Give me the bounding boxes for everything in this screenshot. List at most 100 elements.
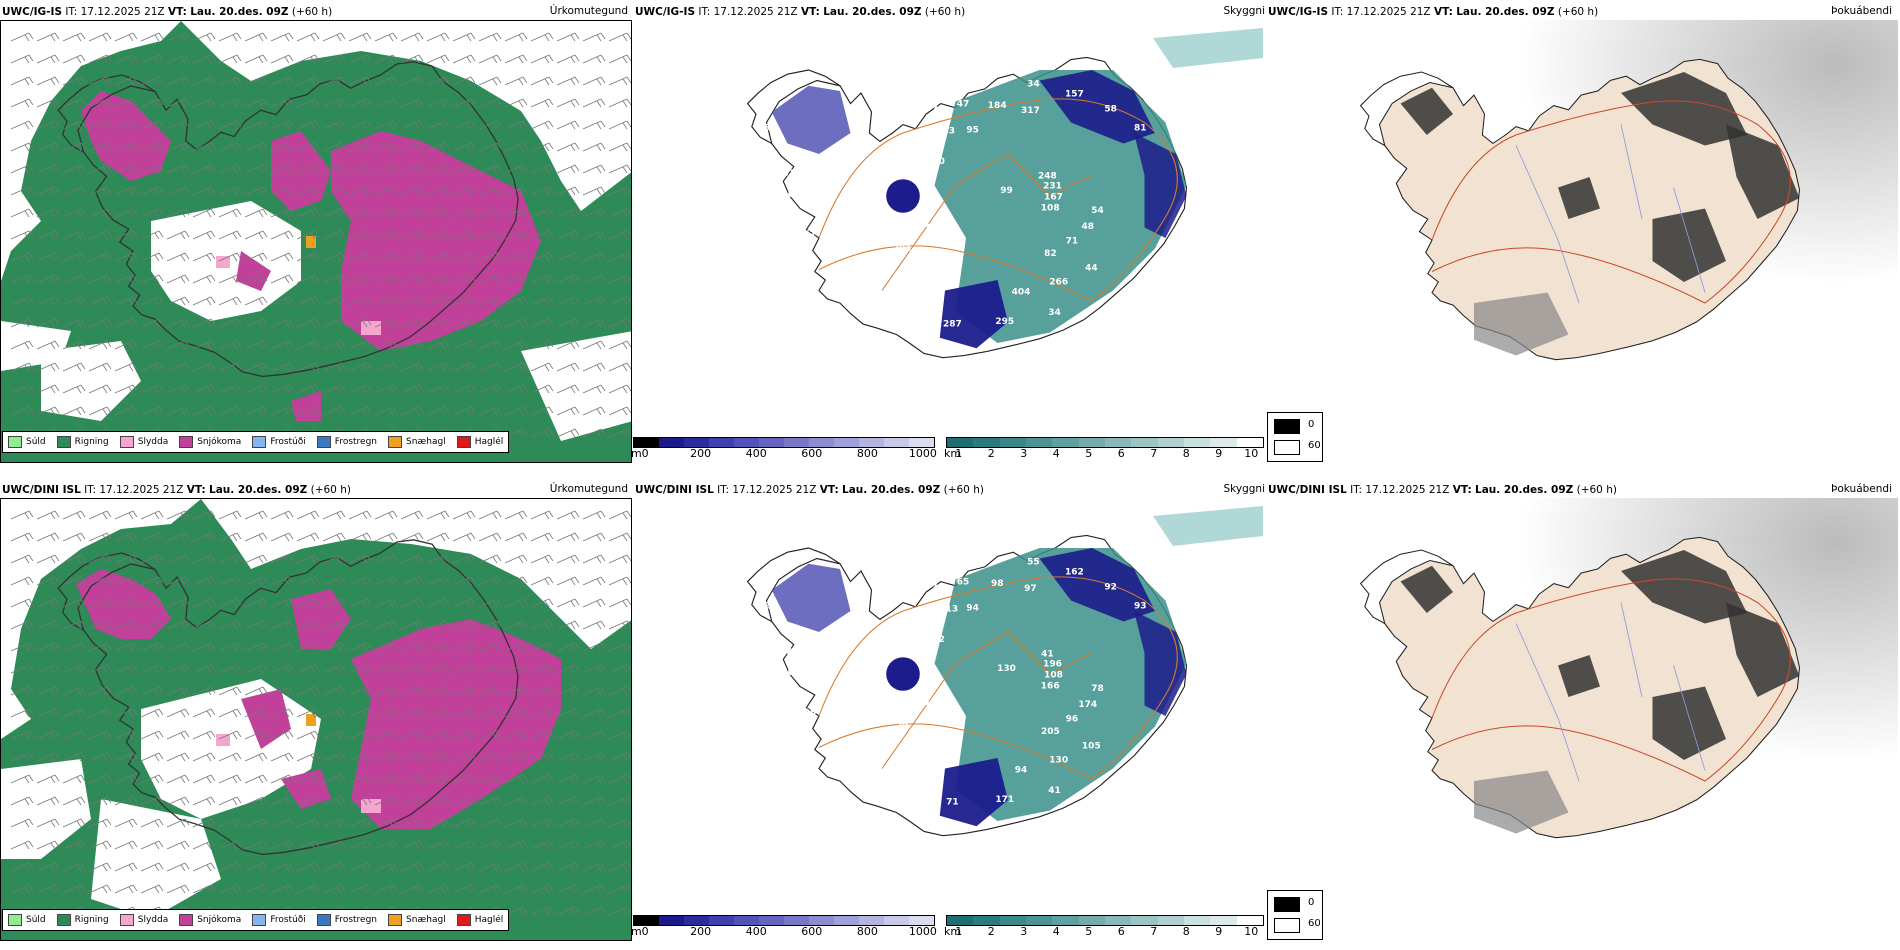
colorbar-tick: 200: [690, 447, 712, 460]
visibility-value: 287: [943, 319, 962, 329]
clear-area: [1, 759, 91, 859]
legend-swatch: [388, 436, 403, 448]
visibility-value: 87: [894, 316, 907, 326]
low-cloud-area: [1039, 70, 1155, 144]
colorbar-segment: [947, 916, 974, 925]
legend-item: Slydda: [119, 914, 169, 926]
precip-panel-row1: UWC/IG-IS IT: 17.12.2025 21Z VT: Lau. 20…: [0, 0, 632, 463]
precip-map: [0, 20, 632, 463]
fog-map-svg: [1266, 20, 1898, 460]
panel-header: UWC/DINI ISL IT: 17.12.2025 21Z VT: Lau.…: [1268, 484, 1617, 496]
low-cloud-area: [771, 85, 851, 154]
precip-map-svg: [1, 499, 631, 940]
visibility-value: 94: [966, 603, 979, 613]
colorbar-tick: 9: [1215, 925, 1223, 938]
fog-index-area: [1652, 208, 1726, 282]
visibility-value: 58: [1104, 105, 1117, 115]
visibility-value: 51: [944, 225, 957, 235]
colorbar-tick: 400: [745, 925, 767, 938]
visibility-value: 44: [734, 175, 747, 185]
legend-item: Haglél: [456, 436, 503, 448]
visibility-value: 174: [1078, 700, 1097, 710]
visibility-value: 98: [991, 579, 1004, 589]
panel-title: Þokuábendi: [1831, 5, 1892, 17]
fog-legend-label: 0: [1308, 897, 1315, 908]
fog-index-area: [1621, 550, 1747, 624]
visibility-value: 92: [1104, 583, 1117, 593]
colorbar-segment: [659, 438, 684, 447]
colorbar-tick: 5: [1085, 925, 1093, 938]
visibility-value: 125: [897, 215, 916, 225]
visibility-value: 148: [1188, 126, 1207, 136]
snow-area: [291, 589, 351, 649]
fog-map-svg: [1266, 498, 1898, 938]
colorbar-tick: 6: [1117, 447, 1125, 460]
legend-swatch: [56, 914, 71, 926]
colorbar-segment: [659, 916, 684, 925]
colorbar-segment: [759, 438, 784, 447]
colorbar-unit: km: [944, 447, 962, 460]
visibility-value: 157: [1065, 90, 1084, 100]
colorbar-segment: [1183, 438, 1211, 447]
colorbar-segment: [909, 916, 934, 925]
legend-swatch: [252, 436, 267, 448]
visibility-value: 81: [1134, 124, 1147, 134]
legend-label: Snæhagl: [406, 437, 446, 447]
visibility-value: 31: [783, 169, 796, 179]
colorbar-tick: 800: [856, 925, 878, 938]
snow-area: [331, 131, 541, 351]
panel-header: UWC/DINI ISL IT: 17.12.2025 21Z VT: Lau.…: [2, 484, 351, 496]
legend-label: Rigning: [74, 915, 109, 925]
legend-label: Slydda: [137, 915, 169, 925]
visibility-value: 289: [1207, 633, 1226, 643]
visibility-value: 141: [851, 225, 870, 235]
visibility-value: 231: [1043, 182, 1062, 192]
colorbar-segment: [1104, 438, 1132, 447]
legend-label: Súld: [26, 437, 46, 447]
colorbar-tick: 0: [641, 447, 649, 460]
panel-header: UWC/IG-IS IT: 17.12.2025 21Z VT: Lau. 20…: [635, 6, 966, 18]
visibility-panel-row1: UWC/IG-IS IT: 17.12.2025 21Z VT: Lau. 20…: [631, 0, 1265, 460]
visibility-value: 115: [837, 213, 856, 223]
visibility-value: 55: [1027, 557, 1040, 567]
legend-swatch: [119, 914, 134, 926]
precip-legend: Súld Rigning Slydda Snjókoma Frostúði Frostre…: [2, 909, 510, 931]
fog-index-area: [1726, 124, 1800, 219]
colorbar-segment: [1025, 438, 1053, 447]
fog-index-area: [1558, 177, 1600, 219]
visibility-value: 104: [917, 130, 936, 140]
precip-panel-row2: UWC/DINI ISL IT: 17.12.2025 21Z VT: Lau.…: [0, 478, 632, 941]
colorbar-tick: 3: [1020, 925, 1028, 938]
sleet-area: [361, 321, 381, 335]
visibility-field: [1153, 28, 1263, 68]
precip-map: [0, 498, 632, 941]
roads: [818, 98, 1178, 302]
visibility-value: 100: [926, 157, 945, 167]
visibility-value: 205: [1041, 727, 1060, 737]
roads: [1431, 100, 1791, 304]
legend-label: Snjókoma: [197, 915, 242, 925]
visibility-value: 151: [920, 580, 939, 590]
legend-swatch: [316, 914, 331, 926]
colorbar-segment: [684, 438, 709, 447]
legend-item: Rigning: [56, 914, 109, 926]
colorbar-segment: [1104, 916, 1132, 925]
colorbar-tick: 1: [955, 447, 963, 460]
snow-area: [241, 689, 291, 749]
colorbar-segment: [1131, 916, 1158, 925]
clear-area: [181, 21, 631, 211]
fog-index-area: [1558, 655, 1600, 697]
low-cloud-area: [1039, 548, 1155, 622]
visibility-value: 149: [925, 224, 944, 234]
visibility-value: 310: [910, 698, 929, 708]
colorbar-tick: 8: [1182, 925, 1190, 938]
colorbar-segment: [947, 438, 974, 447]
colorbar-segment: [809, 438, 834, 447]
visibility-value: 133: [897, 693, 916, 703]
colorbar-segment: [734, 916, 759, 925]
cloud-base-colorbar: m 0 200 400 600 800 1000: [631, 437, 937, 467]
precip-map-svg: [1, 21, 631, 462]
visibility-value: 71: [1066, 236, 1079, 246]
colorbar-segment: [884, 438, 909, 447]
panel-title: Úrkomutegund: [549, 483, 628, 495]
